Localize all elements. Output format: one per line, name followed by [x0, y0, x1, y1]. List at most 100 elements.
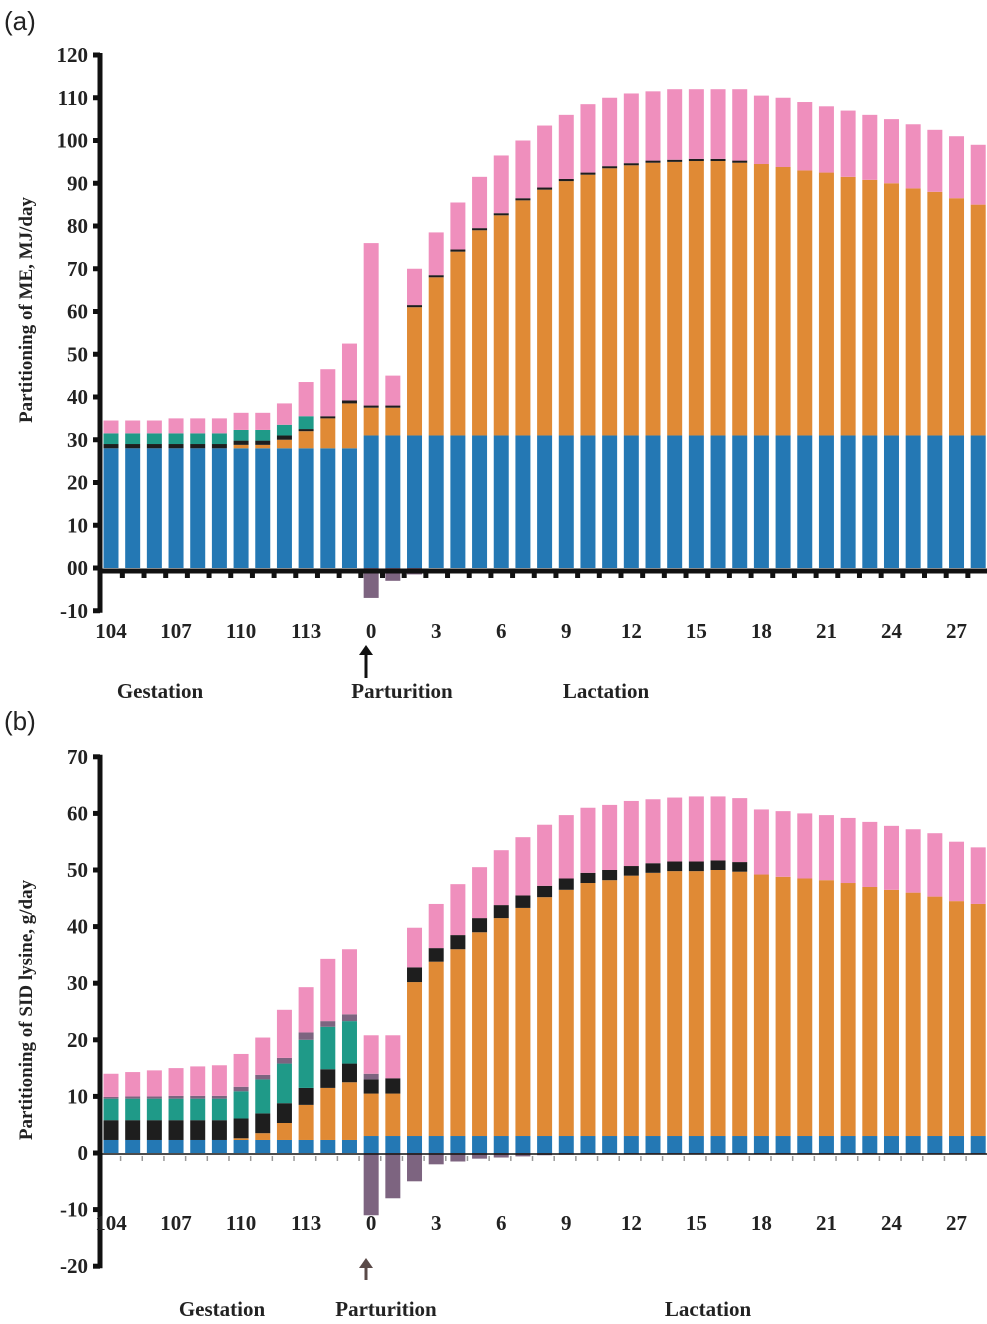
- bar-segment-milk: [949, 901, 965, 1137]
- bar-segment-milk: [667, 161, 683, 436]
- bar-segment-maintenance: [905, 435, 921, 568]
- bar-segment-milk: [883, 183, 899, 436]
- bar-segment-separator: [493, 213, 509, 216]
- bar-stack-2: [407, 268, 423, 575]
- x-tick-label: 15: [686, 619, 707, 643]
- panel-b-axes: [97, 754, 987, 1269]
- bar-segment-maintenance: [818, 1136, 834, 1153]
- bar-segment-maintenance: [341, 1139, 357, 1153]
- bar-segment-separator: [168, 1120, 184, 1140]
- bar-stack-114: [320, 958, 336, 1153]
- x-tick-mark: [531, 1156, 534, 1161]
- bar-segment-milk: [428, 277, 444, 436]
- panel-b-phase-labels: Gestation Parturition Lactation: [179, 1258, 751, 1321]
- bar-segment-maintenance: [710, 435, 726, 568]
- phase-label-gestation: Gestation: [179, 1297, 266, 1321]
- bar-stack-20: [797, 813, 813, 1155]
- x-tick-mark: [184, 571, 190, 578]
- bar-segment-separator: [341, 1063, 357, 1083]
- bar-segment-milk: [840, 176, 856, 436]
- bar-stack-14: [667, 89, 683, 568]
- bar-segment-maintenance: [970, 1136, 986, 1153]
- bar-segment-conceptus: [146, 1098, 162, 1121]
- bar-stack-11: [602, 804, 618, 1155]
- bar-segment-other: [233, 412, 249, 430]
- bar-segment-maintenance: [363, 1136, 379, 1153]
- bar-segment-maintenance: [363, 435, 379, 568]
- bar-segment-maintenance: [580, 1136, 596, 1153]
- x-tick-mark: [575, 571, 581, 578]
- bar-segment-other: [840, 817, 856, 884]
- bar-stack-21: [818, 815, 834, 1155]
- x-tick-label: 3: [431, 619, 442, 643]
- bar-segment-maintenance: [125, 448, 141, 568]
- bar-segment-separator: [645, 160, 661, 163]
- x-tick-mark: [770, 1156, 772, 1161]
- y-tick-mark: [93, 394, 100, 400]
- x-tick-label: 9: [561, 1211, 572, 1235]
- x-tick-mark: [683, 1156, 686, 1161]
- bar-segment-maintenance: [840, 1136, 856, 1153]
- bar-segment-other: [298, 382, 314, 417]
- x-tick-label: 24: [881, 1211, 903, 1235]
- bar-segment-separator: [450, 249, 466, 252]
- x-tick-mark: [206, 1156, 209, 1161]
- x-tick-mark: [228, 1156, 230, 1161]
- y-tick-mark: [93, 1263, 100, 1269]
- bar-segment-other: [753, 809, 769, 875]
- x-tick-mark: [466, 571, 472, 578]
- bar-stack-114: [320, 369, 336, 568]
- bar-segment-separator: [428, 275, 444, 278]
- bar-stack-112: [276, 1009, 292, 1153]
- bar-stack-22: [840, 817, 856, 1155]
- bar-segment-milk: [276, 439, 292, 449]
- bar-stack-15: [688, 796, 704, 1155]
- bar-segment-maintenance: [472, 1136, 488, 1153]
- bar-segment-maintenance: [233, 1139, 249, 1153]
- panel-b-label: (b): [4, 706, 36, 736]
- bar-segment-separator: [558, 878, 574, 890]
- bar-segment-other: [146, 420, 162, 434]
- bar-segment-maintenance: [341, 448, 357, 568]
- bar-stack-104: [103, 1073, 119, 1153]
- bar-segment-maintenance: [103, 1139, 119, 1153]
- bar-stack-24: [883, 825, 899, 1155]
- x-tick-mark: [228, 571, 234, 578]
- bar-segment-milk: [753, 874, 769, 1137]
- x-tick-mark: [596, 1156, 599, 1161]
- bar-segment-maintenance: [775, 435, 791, 568]
- bar-segment-other: [558, 114, 574, 179]
- bar-segment-separator: [233, 1118, 249, 1139]
- bar-stack-3: [428, 903, 444, 1165]
- bar-segment-maintenance: [667, 1136, 683, 1153]
- bar-stack-13: [645, 91, 661, 568]
- bar-segment-other: [407, 927, 423, 968]
- x-tick-mark: [640, 1156, 642, 1161]
- bar-segment-conceptus: [341, 1021, 357, 1064]
- bar-segment-other: [320, 369, 336, 417]
- bar-stack-0: [363, 1035, 379, 1216]
- bar-segment-other: [211, 1065, 227, 1096]
- bar-stack-8: [537, 125, 553, 568]
- x-tick-mark: [314, 1156, 317, 1161]
- bar-segment-separator: [710, 860, 726, 870]
- bar-segment-milk: [840, 883, 856, 1137]
- bar-segment-other: [276, 403, 292, 425]
- x-tick-mark: [943, 1156, 946, 1161]
- bar-segment-milk: [472, 230, 488, 436]
- y-tick-label: 10: [67, 513, 88, 537]
- x-tick-mark: [423, 571, 429, 578]
- bar-segment-milk: [927, 191, 943, 436]
- panel-a-x-ticks: 104 107 110 113 0 3 6 9 12 15 18 21 24 27: [95, 619, 967, 643]
- bar-segment-maintenance: [233, 448, 249, 568]
- bar-segment-conceptus: [255, 429, 271, 441]
- bar-segment-conceptus: [233, 429, 249, 441]
- x-tick-mark: [553, 571, 559, 578]
- bar-segment-other: [472, 867, 488, 919]
- panel-b-y-axis-title: Partitioning of SID lysine, g/day: [16, 879, 37, 1140]
- bar-stack-20: [797, 102, 813, 568]
- bar-segment-other: [949, 841, 965, 902]
- bar-segment-other: [602, 804, 618, 870]
- x-tick-mark: [705, 1156, 707, 1161]
- bar-segment-mobilization: [168, 1095, 184, 1099]
